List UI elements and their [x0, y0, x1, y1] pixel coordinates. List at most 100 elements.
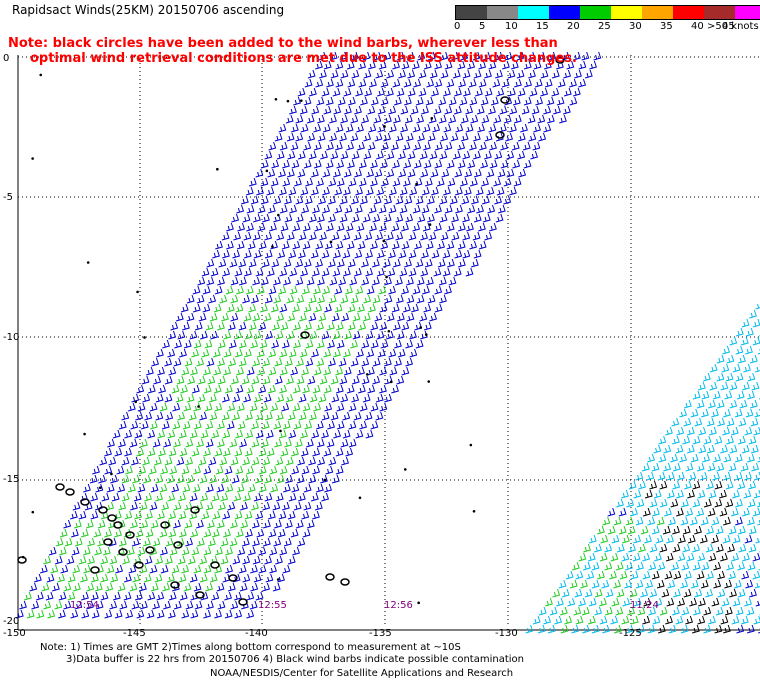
wind-barb: [295, 258, 304, 268]
wind-barb: [392, 177, 401, 187]
wind-barb: [383, 132, 391, 142]
wind-barb: [118, 501, 127, 511]
wind-barb: [297, 150, 306, 160]
wind-barb: [412, 222, 421, 232]
wind-barb: [275, 330, 284, 340]
wind-barb: [166, 474, 175, 484]
wind-barb: [57, 573, 66, 583]
wind-barb: [451, 51, 459, 61]
wind-barb: [306, 438, 314, 448]
wind-barb: [737, 525, 746, 535]
wind-barb: [326, 438, 335, 448]
wind-barb: [347, 321, 356, 331]
wind-barb: [434, 303, 443, 313]
wind-barb: [308, 474, 317, 484]
wind-barb: [724, 390, 733, 400]
wind-barb: [370, 339, 379, 349]
contamination-dot: [417, 601, 420, 605]
wind-barb: [275, 492, 284, 502]
wind-barb: [342, 411, 351, 421]
wind-barb: [180, 384, 188, 394]
wind-barb: [327, 258, 336, 268]
wind-barb: [237, 222, 246, 232]
wind-barb: [46, 573, 55, 583]
wind-barb: [638, 543, 646, 553]
wind-barb: [328, 294, 337, 304]
wind-barb: [517, 150, 526, 160]
wind-barb: [745, 408, 754, 418]
wind-barb: [222, 447, 231, 457]
wind-barb: [434, 78, 443, 88]
wind-barb: [325, 159, 334, 169]
wind-barb: [205, 501, 214, 511]
wind-barb: [264, 474, 273, 484]
wind-barb: [429, 312, 438, 322]
wind-barb: [347, 159, 355, 169]
wind-barb: [263, 519, 271, 529]
wind-barb: [429, 150, 438, 160]
wind-barb: [752, 507, 760, 517]
wind-barb: [702, 453, 710, 463]
wind-barb: [111, 492, 120, 502]
wind-barb: [274, 519, 282, 529]
wind-barb: [444, 105, 453, 115]
wind-barb: [454, 168, 463, 178]
wind-barb: [264, 294, 273, 304]
wind-barb: [104, 465, 113, 475]
wind-barb: [90, 492, 99, 502]
wind-barb: [737, 561, 745, 571]
wind-barb: [283, 258, 292, 268]
legend-swatch: [735, 6, 760, 19]
wind-barb: [86, 582, 95, 592]
wind-barb: [421, 249, 429, 259]
wind-barb: [398, 168, 407, 178]
wind-barb: [644, 534, 652, 544]
wind-barb: [621, 489, 629, 499]
wind-barb: [209, 411, 218, 421]
wind-barb: [142, 393, 151, 403]
wind-barb: [357, 240, 366, 250]
wind-barb: [511, 141, 520, 151]
wind-barb: [707, 507, 716, 517]
wind-barb: [228, 339, 237, 349]
wind-barb: [191, 546, 200, 556]
wind-barb: [335, 447, 344, 457]
wind-barb: [493, 114, 502, 124]
wind-barb: [260, 303, 268, 313]
wind-barb: [386, 87, 394, 97]
wind-barb: [692, 498, 701, 508]
wind-barb: [523, 60, 532, 70]
contamination-dot: [39, 73, 43, 77]
wind-barb: [256, 186, 264, 196]
wind-barb: [472, 231, 481, 241]
wind-barb: [506, 168, 515, 178]
wind-barb: [713, 579, 722, 589]
wind-barb: [213, 303, 222, 313]
wind-barb: [287, 150, 296, 160]
wind-barb: [652, 507, 660, 517]
wind-barb: [191, 384, 200, 394]
wind-barb: [300, 429, 308, 439]
wind-barb: [19, 600, 27, 610]
wind-barb: [443, 123, 452, 133]
wind-barb: [396, 51, 405, 61]
wind-barb: [330, 375, 339, 385]
wind-barb: [251, 420, 259, 430]
legend-label: 15: [536, 21, 549, 32]
wind-barb: [206, 483, 214, 493]
wind-barb: [444, 204, 453, 214]
wind-barb: [290, 123, 299, 133]
wind-barb: [627, 525, 636, 535]
wind-barb: [311, 348, 319, 358]
wind-barb: [239, 276, 247, 286]
wind-barb: [380, 141, 389, 151]
contamination-dot: [134, 400, 138, 404]
wind-barb: [213, 366, 222, 376]
wind-barb: [298, 393, 307, 403]
wind-barb: [41, 582, 50, 592]
wind-barb: [391, 384, 399, 394]
wind-barb: [234, 348, 243, 358]
wind-barb-map: [15, 51, 760, 634]
wind-barb: [651, 570, 660, 580]
wind-barb: [618, 525, 627, 535]
